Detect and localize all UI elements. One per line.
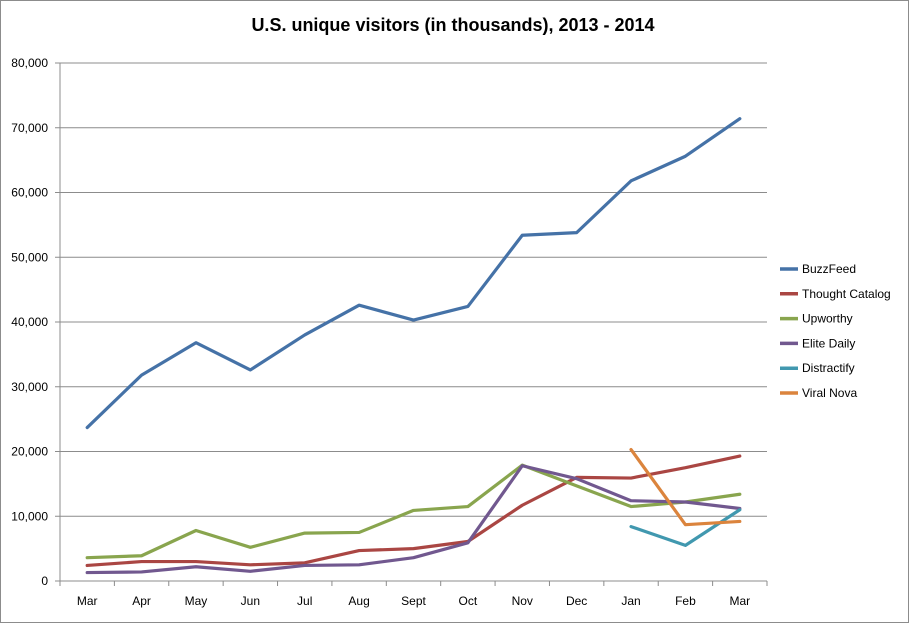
legend-label-upworthy: Upworthy [802, 312, 853, 326]
x-tick-label-0: Mar [77, 594, 98, 608]
legend-label-thought-catalog: Thought Catalog [802, 287, 891, 301]
x-tick-label-3: Jun [241, 594, 260, 608]
x-tick-label-1: Apr [132, 594, 151, 608]
series-line-viral-nova [629, 447, 742, 527]
x-tick-label-7: Oct [459, 594, 478, 608]
x-axis: Mar Apr May Jun Jul Aug Sept Oct Nov Dec Jan Feb Mar [59, 580, 768, 608]
x-tick-label-2: May [185, 594, 208, 608]
y-tick-label-6: 60,000 [11, 186, 48, 200]
y-tick-label-1: 10,000 [11, 509, 48, 523]
series-line-thought-catalog [85, 454, 742, 568]
y-tick-label-7: 70,000 [11, 121, 48, 135]
series-line-buzzfeed [85, 117, 742, 430]
y-tick-label-4: 40,000 [11, 315, 48, 329]
x-tick-label-5: Aug [348, 594, 369, 608]
x-tick-label-11: Feb [675, 594, 696, 608]
y-tick-label-0: 0 [41, 574, 48, 588]
x-tick-label-8: Nov [512, 594, 533, 608]
legend-label-elite-daily: Elite Daily [802, 336, 855, 350]
gridlines [60, 62, 767, 517]
series-line-upworthy [85, 463, 742, 560]
legend-label-distractify: Distractify [802, 361, 855, 375]
series-line-elite-daily [85, 464, 742, 575]
y-tick-label-8: 80,000 [11, 56, 48, 70]
x-tick-label-12: Mar [729, 594, 750, 608]
legend-label-buzzfeed: BuzzFeed [802, 262, 856, 276]
x-tick-label-10: Jan [621, 594, 640, 608]
series-lines [85, 117, 742, 575]
legend: BuzzFeed Thought Catalog Upworthy Elite Dai… [780, 262, 891, 400]
series-line-distractify [629, 508, 742, 547]
y-tick-label-5: 50,000 [11, 250, 48, 264]
y-axis: 0 10,000 20,000 30,000 40,000 50,000 60,000 70,… [11, 56, 61, 588]
x-tick-label-9: Dec [566, 594, 587, 608]
x-tick-label-6: Sept [401, 594, 426, 608]
x-tick-label-4: Jul [297, 594, 312, 608]
legend-label-viral-nova: Viral Nova [802, 386, 857, 400]
y-tick-label-2: 20,000 [11, 445, 48, 459]
y-tick-label-3: 30,000 [11, 380, 48, 394]
chart-title: U.S. unique visitors (in thousands), 201… [251, 15, 654, 35]
